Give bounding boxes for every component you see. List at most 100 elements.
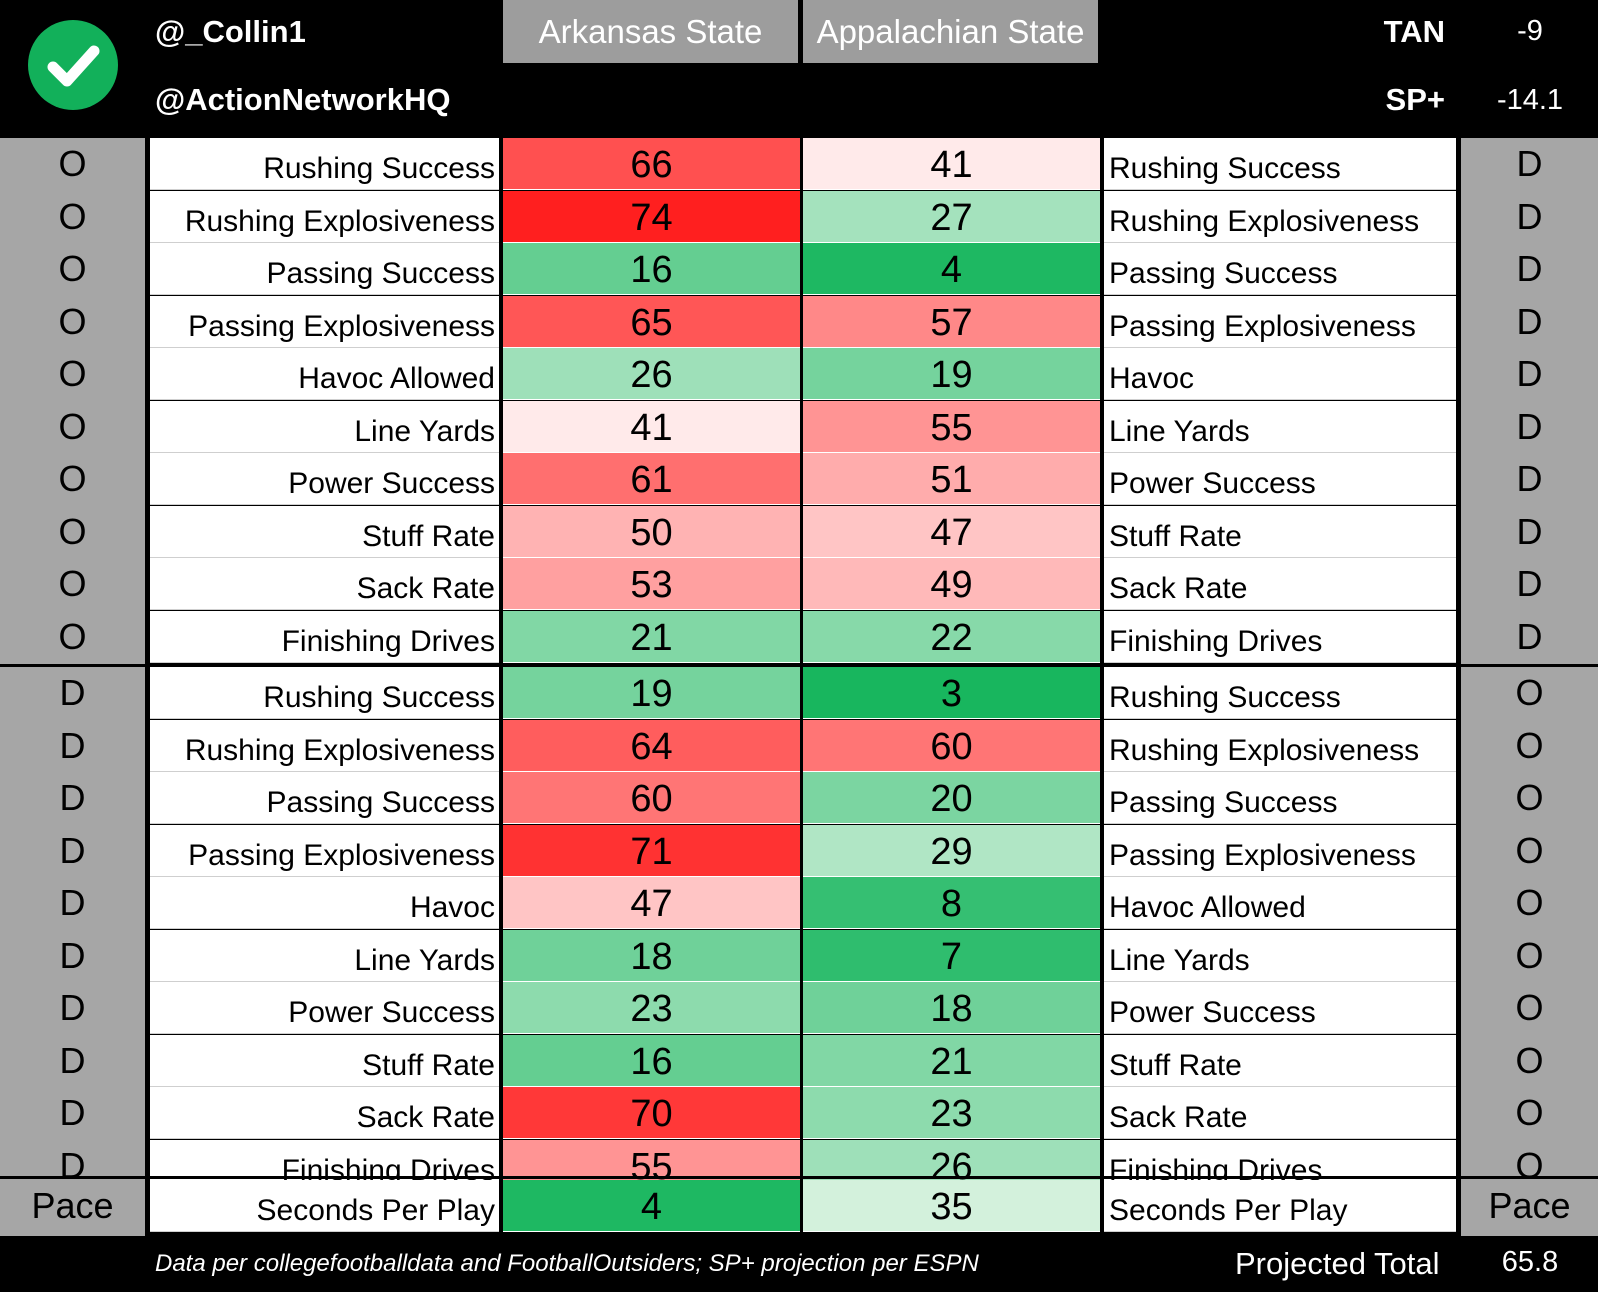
- table-row: D Line Yards 18 7 Line Yards O: [0, 929, 1598, 982]
- stat-label-right: Passing Explosiveness: [1104, 295, 1456, 348]
- stat-value-left: 74: [503, 190, 800, 243]
- stat-label-right: Havoc Allowed: [1104, 877, 1456, 929]
- stat-label-left: Sack Rate: [150, 1087, 499, 1139]
- stat-label-left: Havoc: [150, 877, 499, 929]
- stat-label-left: Havoc Allowed: [150, 348, 499, 400]
- section-divider: [0, 1176, 1598, 1179]
- side-label-left: O: [58, 195, 87, 237]
- stat-value-left: 18: [503, 929, 800, 982]
- stat-value-left: 47: [503, 877, 800, 929]
- stat-label-left: Passing Success: [150, 243, 499, 295]
- stat-value-right: 29: [803, 824, 1100, 877]
- stat-label-left: Passing Explosiveness: [150, 295, 499, 348]
- side-label-right: O: [1515, 882, 1544, 923]
- stat-value-right: 35: [803, 1180, 1100, 1232]
- section-divider: [0, 664, 1598, 667]
- stat-label-left: Passing Success: [150, 772, 499, 824]
- side-label-left: D: [59, 829, 86, 871]
- table-row: D Power Success 23 18 Power Success O: [0, 982, 1598, 1034]
- side-label-left: D: [59, 724, 86, 766]
- table-row: O Stuff Rate 50 47 Stuff Rate D: [0, 505, 1598, 558]
- stat-label-right: Passing Success: [1104, 243, 1456, 295]
- stat-value-right: 19: [803, 348, 1100, 400]
- table-row: O Sack Rate 53 49 Sack Rate D: [0, 558, 1598, 610]
- side-label-right: O: [1515, 829, 1544, 871]
- projected-total-label: Projected Total: [1235, 1246, 1440, 1281]
- stat-value-right: 49: [803, 558, 1100, 610]
- stat-value-left: 65: [503, 295, 800, 348]
- stat-value-left: 64: [503, 719, 800, 772]
- side-label-right: D: [1516, 563, 1543, 604]
- stat-value-left: 26: [503, 348, 800, 400]
- side-label-right: O: [1515, 1092, 1544, 1133]
- side-label-left: Pace: [31, 1185, 114, 1226]
- side-label-right: O: [1515, 724, 1544, 766]
- header: @_Collin1 @ActionNetworkHQ Arkansas Stat…: [0, 0, 1598, 138]
- stat-value-left: 16: [503, 243, 800, 295]
- table-row: O Havoc Allowed 26 19 Havoc D: [0, 348, 1598, 400]
- stat-value-left: 53: [503, 558, 800, 610]
- team-right-name: Appalachian State: [803, 0, 1098, 63]
- stat-value-left: 19: [503, 667, 800, 719]
- stat-label-left: Line Yards: [150, 929, 499, 982]
- stat-value-right: 8: [803, 877, 1100, 929]
- stat-label-right: Stuff Rate: [1104, 505, 1456, 558]
- source-note: Data per collegefootballdata and Footbal…: [155, 1250, 979, 1277]
- stat-value-right: 51: [803, 453, 1100, 505]
- side-label-left: O: [58, 248, 87, 289]
- stat-value-left: 60: [503, 772, 800, 824]
- table-row: D Passing Explosiveness 71 29 Passing Explos…: [0, 824, 1598, 877]
- side-label-left: D: [59, 777, 86, 818]
- stat-value-right: 41: [803, 138, 1100, 190]
- side-label-right: O: [1515, 934, 1544, 976]
- side-label-left: D: [59, 987, 86, 1028]
- stat-label-right: Passing Explosiveness: [1104, 824, 1456, 877]
- stat-value-right: 47: [803, 505, 1100, 558]
- stat-label-right: Power Success: [1104, 982, 1456, 1034]
- stat-value-right: 7: [803, 929, 1100, 982]
- stat-value-left: 61: [503, 453, 800, 505]
- side-label-left: O: [58, 510, 87, 552]
- stat-label-right: Rushing Explosiveness: [1104, 190, 1456, 243]
- table-row: D Passing Success 60 20 Passing Success O: [0, 772, 1598, 824]
- side-label-left: D: [59, 1092, 86, 1133]
- stat-label-left: Rushing Explosiveness: [150, 719, 499, 772]
- left-side-column: [0, 138, 145, 1236]
- stat-label-right: Rushing Success: [1104, 138, 1456, 190]
- stat-label-right: Havoc: [1104, 348, 1456, 400]
- table-row: O Passing Explosiveness 65 57 Passing Explos…: [0, 295, 1598, 348]
- stat-value-right: 3: [803, 667, 1100, 719]
- table-row: D Havoc 47 8 Havoc Allowed O: [0, 877, 1598, 929]
- table-row: D Sack Rate 70 23 Sack Rate O: [0, 1087, 1598, 1139]
- side-label-right: O: [1515, 672, 1544, 713]
- side-label-right: D: [1516, 458, 1543, 499]
- side-label-right: O: [1515, 987, 1544, 1028]
- stat-value-left: 50: [503, 505, 800, 558]
- stat-label-left: Power Success: [150, 982, 499, 1034]
- tan-label: TAN: [1383, 14, 1445, 49]
- table-row: O Finishing Drives 21 22 Finishing Drives D: [0, 610, 1598, 663]
- stat-label-left: Finishing Drives: [150, 610, 499, 663]
- side-label-right: D: [1516, 300, 1543, 342]
- side-label-left: O: [58, 458, 87, 499]
- sp-plus-value: -14.1: [1496, 84, 1564, 116]
- check-circle-icon: [47, 45, 100, 87]
- stat-value-right: 27: [803, 190, 1100, 243]
- table-row: O Line Yards 41 55 Line Yards D: [0, 400, 1598, 453]
- side-label-right: Pace: [1488, 1185, 1571, 1226]
- stat-label-right: Line Yards: [1104, 929, 1456, 982]
- table-row: D Stuff Rate 16 21 Stuff Rate O: [0, 1034, 1598, 1087]
- side-label-left: D: [59, 672, 86, 713]
- table-row: O Passing Success 16 4 Passing Success D: [0, 243, 1598, 295]
- stat-label-left: Passing Explosiveness: [150, 824, 499, 877]
- table-row: D Rushing Success 19 3 Rushing Success O: [0, 667, 1598, 719]
- stat-label-right: Finishing Drives: [1104, 610, 1456, 663]
- logo: [28, 20, 118, 110]
- stat-value-right: 22: [803, 610, 1100, 663]
- side-label-right: D: [1516, 143, 1543, 184]
- side-label-right: D: [1516, 510, 1543, 552]
- side-label-left: O: [58, 405, 87, 447]
- publisher-handle: @ActionNetworkHQ: [155, 82, 451, 117]
- side-label-left: O: [58, 615, 87, 657]
